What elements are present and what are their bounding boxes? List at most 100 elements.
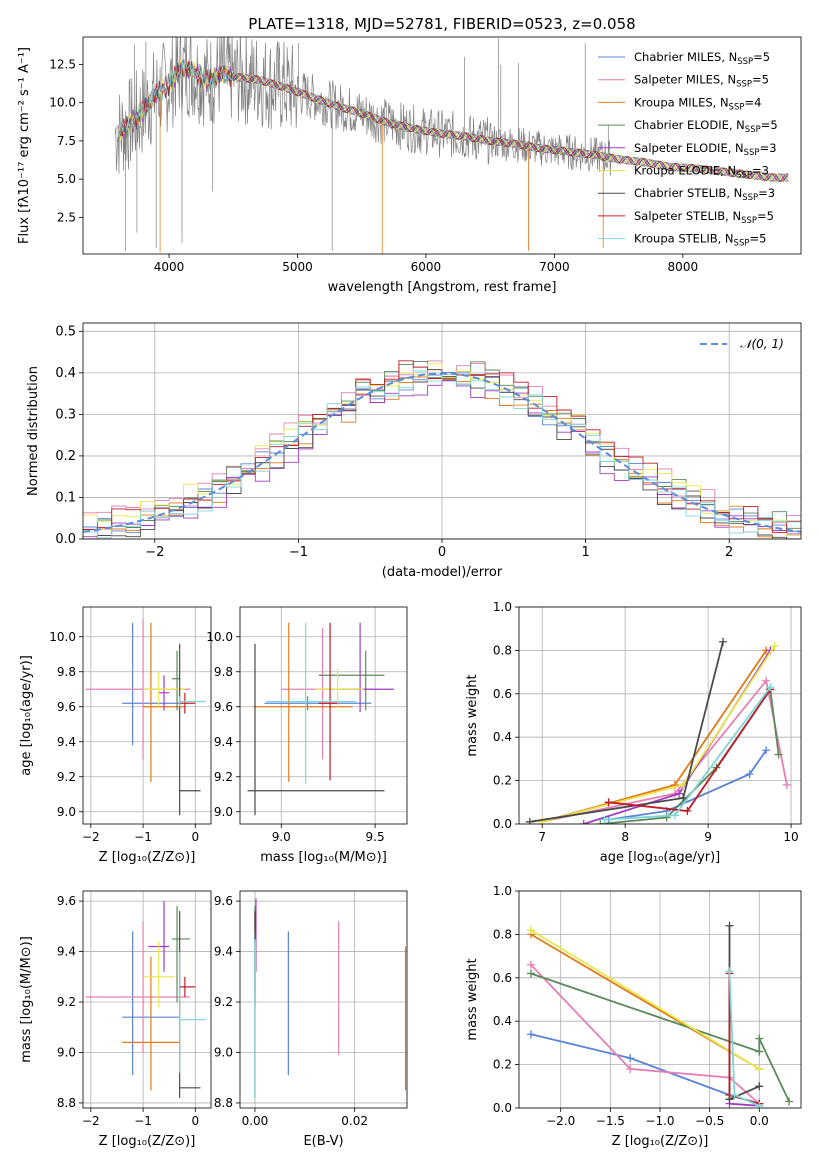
weight-marker xyxy=(596,820,605,824)
weight-marker xyxy=(755,1082,764,1091)
plot-area xyxy=(83,360,801,539)
weight-marker xyxy=(785,1097,794,1106)
x-tick-label: 1 xyxy=(581,545,589,560)
y-tick-label: 1.0 xyxy=(493,884,512,898)
weight-marker xyxy=(526,926,535,935)
weight-vs-age-panel: 7 8 9 10 0.0 0.2 0.4 0.6 0.8 1.0 age [log₁₀(age/yr… xyxy=(465,600,802,865)
y-tick-label: 0.5 xyxy=(55,324,76,339)
x-tick-label: 0.00 xyxy=(242,1114,269,1128)
y-tick-label: 0.4 xyxy=(493,730,512,744)
weight-marker xyxy=(604,798,613,807)
y-tick-label: 0.6 xyxy=(493,971,512,985)
y-tick-label: 9.0 xyxy=(214,805,233,819)
y-tick-label: 9.2 xyxy=(214,995,233,1009)
x-tick-label: −2.0 xyxy=(546,1114,575,1128)
weight-marker xyxy=(782,780,791,789)
x-axis-label: Z [log₁₀(Z/Z⊙)] xyxy=(99,1134,196,1149)
weight-marker xyxy=(755,1034,764,1043)
mass-vs-ebv-panel: 0.00 0.02 8.8 9.0 9.2 9.4 9.6 E(B-V) xyxy=(214,890,408,1149)
weight-marker xyxy=(774,750,783,759)
axes-frame xyxy=(82,890,212,1109)
legend-label: Chabrier ELODIE, NSSP=5 xyxy=(634,118,778,135)
y-tick-label: 9.0 xyxy=(57,1045,76,1059)
legend-label: Kroupa STELIB, NSSP=5 xyxy=(634,232,766,249)
x-tick-label: −2 xyxy=(145,545,164,560)
x-tick-label: 0 xyxy=(192,830,200,844)
plot-area xyxy=(254,898,407,1098)
x-tick-label: −2 xyxy=(82,830,100,844)
data-spectrum xyxy=(114,37,612,251)
y-tick-label: 9.0 xyxy=(214,1045,233,1059)
x-tick-label: −1 xyxy=(134,830,152,844)
age-vs-metallicity-panel: −2 −1 0 9.0 9.2 9.4 9.6 9.8 10.0 Z [log₁₀(Z/Z⊙)] a… xyxy=(19,606,212,865)
y-tick-label: 0.0 xyxy=(55,532,76,547)
axes-frame xyxy=(518,606,802,825)
weight-marker xyxy=(525,817,534,824)
legend-label: Salpeter STELIB, NSSP=5 xyxy=(634,209,774,226)
weight-marker xyxy=(755,1064,764,1073)
x-tick-label: 0.02 xyxy=(341,1114,368,1128)
x-tick-label: −1 xyxy=(134,1114,152,1128)
x-tick-label: 9 xyxy=(704,830,712,844)
axes-frame xyxy=(518,890,802,1109)
y-tick-label: 9.4 xyxy=(57,735,76,749)
axes-frame xyxy=(82,606,212,825)
y-tick-label: 9.4 xyxy=(57,945,76,959)
x-tick-label: 4000 xyxy=(154,260,185,274)
x-tick-label: −2 xyxy=(82,1114,100,1128)
age-vs-mass-panel: 9.0 9.5 9.0 9.2 9.4 9.6 9.8 10.0 mass [log₁₀(M/M… xyxy=(206,606,408,865)
axes-frame xyxy=(239,890,408,1109)
legend-label: Chabrier MILES, NSSP=5 xyxy=(634,50,770,67)
weight-marker xyxy=(679,793,688,802)
y-tick-label: 0.4 xyxy=(55,366,76,381)
y-tick-label: 9.4 xyxy=(214,945,233,959)
model-spectrum-salpeter-stelib xyxy=(117,60,789,182)
weight-marker xyxy=(600,815,609,824)
weight-marker xyxy=(745,770,754,779)
weight-marker xyxy=(579,820,588,824)
x-tick-label: −1.0 xyxy=(645,1114,674,1128)
y-axis-label: age [log₁₀(age/yr)] xyxy=(19,655,34,776)
axes-frame xyxy=(82,36,802,255)
weight-marker xyxy=(762,676,771,685)
y-tick-label: 9.4 xyxy=(214,735,233,749)
y-tick-label: 10.0 xyxy=(206,630,233,644)
weight-marker xyxy=(626,1054,635,1063)
spectrum-panel: 4000 5000 6000 7000 8000 2.5 5.0 7.5 10.0 12.5 wav… xyxy=(17,36,802,295)
x-axis-label: Z [log₁₀(Z/Z⊙)] xyxy=(612,1134,709,1149)
legend-label: Kroupa MILES, NSSP=4 xyxy=(634,95,761,112)
weight-marker xyxy=(626,1064,635,1073)
legend-label: 𝒩(0, 1) xyxy=(740,337,784,351)
weight-marker xyxy=(670,811,679,820)
model-spectrum-kroupa-miles xyxy=(117,60,789,254)
x-axis-label: age [log₁₀(age/yr)] xyxy=(600,850,721,865)
gaussian-curve xyxy=(83,372,801,533)
weight-line-kroupa-elodie xyxy=(530,929,760,1070)
x-tick-label: 8 xyxy=(621,830,629,844)
y-tick-label: 0.2 xyxy=(493,774,512,788)
x-tick-label: 6000 xyxy=(411,260,442,274)
x-tick-label: 0 xyxy=(438,545,446,560)
y-tick-label: 9.6 xyxy=(214,894,233,908)
y-tick-label: 8.8 xyxy=(214,1096,233,1110)
y-tick-label: 0.4 xyxy=(493,1014,512,1028)
x-axis-label: wavelength [Angstrom, rest frame] xyxy=(328,280,557,295)
plot-area xyxy=(114,37,789,254)
y-tick-label: 9.6 xyxy=(214,700,233,714)
weight-marker xyxy=(675,789,684,798)
y-tick-label: 10.0 xyxy=(49,630,76,644)
weight-line-chabrier-elodie xyxy=(530,972,790,1102)
y-tick-label: 0.6 xyxy=(493,687,512,701)
y-tick-label: 9.2 xyxy=(214,770,233,784)
weight-marker xyxy=(755,1047,764,1056)
weight-line-chabrier-miles xyxy=(530,1033,760,1105)
y-tick-label: 7.5 xyxy=(57,134,76,148)
x-tick-label: −0.5 xyxy=(695,1114,724,1128)
weight-line-chabrier-stelib xyxy=(529,641,724,823)
weight-line-chabrier-miles xyxy=(608,749,767,821)
residual-histogram-panel: −2 −1 0 1 2 0.0 0.1 0.2 0.3 0.4 0.5 (data-model)/er… xyxy=(26,322,802,580)
y-tick-label: 0.0 xyxy=(493,1101,512,1115)
weight-marker xyxy=(725,967,734,976)
weight-line-kroupa-miles xyxy=(541,649,767,823)
y-tick-label: 9.8 xyxy=(214,665,233,679)
